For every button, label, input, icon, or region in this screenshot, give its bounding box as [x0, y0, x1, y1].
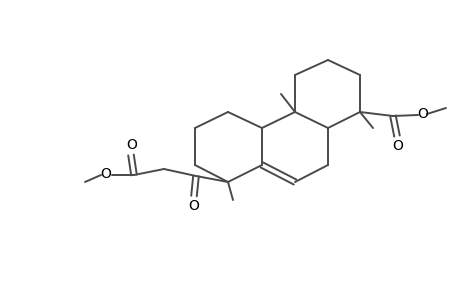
Text: O: O	[417, 107, 427, 121]
Text: O: O	[392, 139, 403, 153]
Text: O: O	[126, 138, 137, 152]
Text: O: O	[188, 199, 199, 213]
Text: O: O	[101, 167, 111, 181]
